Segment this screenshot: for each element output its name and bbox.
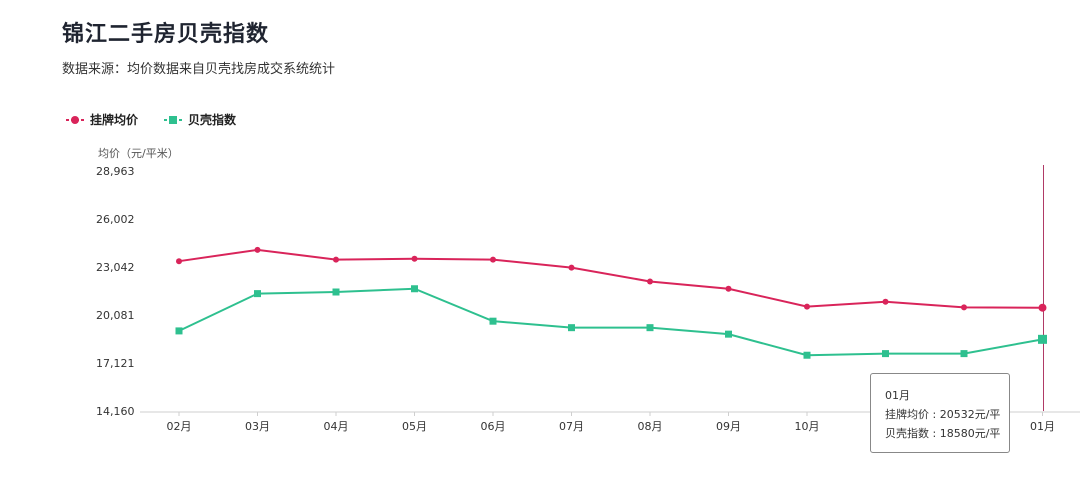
data-point-square xyxy=(960,350,968,358)
data-point-square xyxy=(646,324,654,332)
x-tick-label: 02月 xyxy=(167,420,192,433)
legend-label-beike-index: 贝壳指数 xyxy=(188,113,237,127)
data-point-square xyxy=(489,317,497,325)
chart-subtitle: 数据来源：均价数据来自贝壳找房成交系统统计 xyxy=(62,62,336,77)
y-tick-label: 17,121 xyxy=(96,357,135,370)
legend-line-circle-icon xyxy=(66,115,84,124)
x-tick-label: 09月 xyxy=(716,420,741,433)
x-tick-label: 03月 xyxy=(245,420,270,433)
chart-title: 锦江二手房贝壳指数 xyxy=(62,22,270,47)
x-tick-label: 06月 xyxy=(481,420,506,433)
tooltip-listing-price: 挂牌均价 : 20532元/平 xyxy=(885,408,1001,421)
data-point-square xyxy=(332,288,340,296)
data-point-circle xyxy=(333,256,339,263)
data-point-square xyxy=(568,324,575,332)
y-tick-label: 28,963 xyxy=(96,165,135,178)
legend-label-listing-price: 挂牌均价 xyxy=(90,113,139,127)
series-line-2 xyxy=(178,287,1043,357)
data-point-circle xyxy=(490,256,496,263)
data-point-square xyxy=(254,290,261,298)
tooltip: 01月 挂牌均价 : 20532元/平 贝壳指数 : 18580元/平 xyxy=(870,373,1010,453)
x-tick-label: 05月 xyxy=(402,420,427,433)
data-point-square xyxy=(175,327,183,335)
data-point-circle xyxy=(254,246,261,253)
x-tick-label: 10月 xyxy=(795,420,820,433)
tooltip-title: 01月 xyxy=(885,389,910,402)
legend-item-beike-index[interactable]: 贝壳指数 xyxy=(164,111,236,128)
data-point-circle xyxy=(882,298,889,305)
legend-item-listing-price[interactable]: 挂牌均价 xyxy=(66,111,138,128)
data-point-circle xyxy=(804,303,810,310)
x-tick-label: 08月 xyxy=(638,420,663,433)
x-tick-label: 07月 xyxy=(559,420,584,433)
data-point-circle xyxy=(568,264,575,271)
y-tick-label: 20,081 xyxy=(96,309,135,322)
data-point-square xyxy=(1038,334,1047,344)
y-tick-label: 23,042 xyxy=(96,261,135,274)
y-tick-label: 14,160 xyxy=(96,405,135,418)
x-tick-label: 01月 xyxy=(1030,420,1055,433)
data-point-circle xyxy=(725,285,732,292)
series-line-1 xyxy=(178,248,1043,309)
data-point-circle xyxy=(961,304,967,311)
data-point-circle xyxy=(411,255,418,262)
data-point-square xyxy=(411,285,418,293)
tooltip-beike-index: 贝壳指数 : 18580元/平 xyxy=(885,427,1001,440)
y-tick-label: 26,002 xyxy=(96,213,135,226)
data-point-circle xyxy=(176,258,182,265)
y-axis-label: 均价（元/平米） xyxy=(98,147,179,160)
data-point-circle xyxy=(647,278,653,285)
data-point-square xyxy=(882,350,889,358)
data-point-square xyxy=(803,351,811,359)
legend: 挂牌均价 贝壳指数 xyxy=(66,111,236,128)
legend-line-square-icon xyxy=(164,115,183,124)
data-point-circle xyxy=(1038,303,1047,312)
x-tick-label: 04月 xyxy=(324,420,349,433)
data-point-square xyxy=(725,330,732,338)
